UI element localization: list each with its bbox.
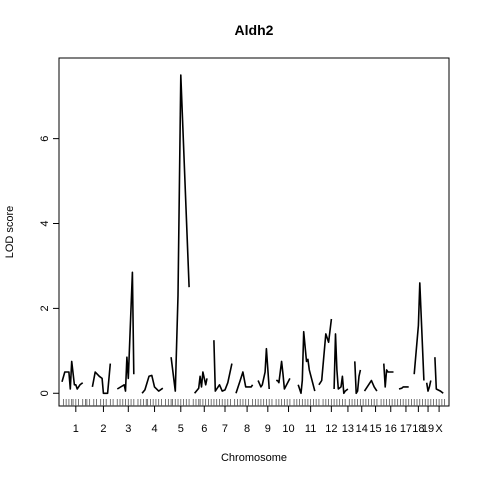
lod-series-chr-19	[425, 380, 432, 392]
chromosome-label: 19	[422, 423, 434, 435]
lod-series-chr-17	[398, 386, 409, 390]
lod-series-chr-14	[354, 361, 362, 395]
lod-series-chr-6	[193, 371, 208, 394]
lod-series-chr-5	[170, 74, 190, 392]
lod-lines	[61, 74, 444, 395]
lod-series-chr-11	[297, 330, 316, 395]
chromosome-label: 5	[178, 423, 184, 435]
lod-series-chr-1	[61, 360, 84, 390]
lod-series-chr-13	[333, 333, 349, 395]
y-axis: 0 2 4 6	[39, 136, 59, 396]
chromosome-label: 4	[151, 423, 157, 435]
lod-series-chr-8	[235, 371, 254, 394]
chromosome-label: 2	[100, 423, 106, 435]
chromosome-label: 14	[356, 423, 368, 435]
chromosome-label: 17	[400, 423, 412, 435]
y-tick-label: 0	[39, 390, 51, 396]
chromosome-label: 7	[222, 423, 228, 435]
lod-series-chr-2	[91, 363, 112, 395]
chromosome-label: 16	[385, 423, 397, 435]
lod-series-chr-7	[213, 340, 233, 392]
chromosome-label: 12	[325, 423, 337, 435]
chromosome-label: 1	[73, 423, 79, 435]
lod-series-chr-16	[383, 363, 394, 388]
y-tick-label: 2	[39, 305, 51, 311]
y-tick-label: 4	[39, 220, 51, 226]
y-axis-label: LOD score	[4, 206, 16, 259]
lod-series-chr-X	[434, 357, 444, 394]
marker-rug	[62, 399, 446, 406]
chromosome-label: 9	[265, 423, 271, 435]
chromosome-label: 13	[342, 423, 354, 435]
lod-series-chr-9	[257, 347, 270, 390]
chart-title: Aldh2	[235, 22, 274, 38]
chromosome-label: 11	[305, 423, 316, 435]
lod-series-chr-3	[116, 271, 135, 392]
chromosome-label: 15	[369, 423, 381, 435]
lod-series-chr-18	[413, 282, 425, 381]
lod-series-chr-4	[141, 374, 164, 394]
chromosome-label: 6	[201, 423, 207, 435]
x-axis-label: Chromosome	[221, 452, 287, 464]
chromosome-label: 10	[282, 423, 294, 435]
plot-frame	[58, 57, 450, 407]
chromosome-label: 3	[125, 423, 131, 435]
lod-series-chr-15	[363, 379, 378, 392]
chromosome-label: X	[435, 423, 443, 435]
lod-series-chr-10	[276, 360, 291, 390]
chromosome-label: 18	[412, 423, 424, 435]
lod-series-chr-12	[318, 318, 333, 386]
y-tick-label: 6	[39, 136, 51, 142]
chromosome-label: 8	[244, 423, 250, 435]
